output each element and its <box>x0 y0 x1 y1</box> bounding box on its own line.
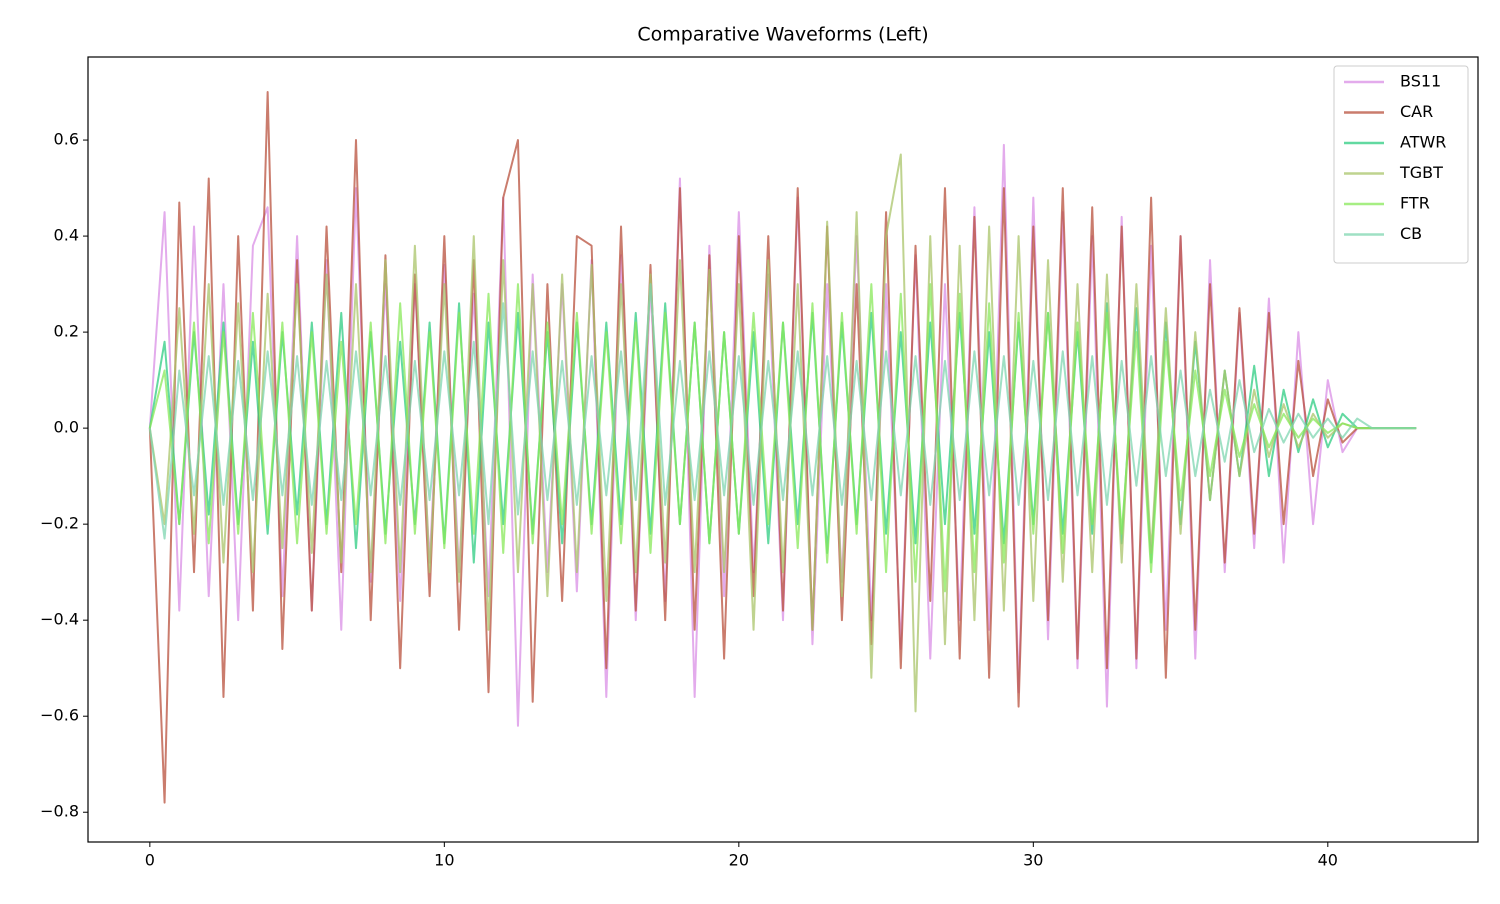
legend-label: CB <box>1400 224 1422 243</box>
legend-label: ATWR <box>1400 133 1446 152</box>
x-tick-label: 30 <box>1023 851 1043 870</box>
x-tick-label: 10 <box>434 851 454 870</box>
y-tick-label: −0.6 <box>40 706 79 725</box>
legend-label: BS11 <box>1400 72 1441 91</box>
y-tick-label: 0.4 <box>54 226 79 245</box>
chart-title: Comparative Waveforms (Left) <box>637 24 928 46</box>
y-tick-label: 0.6 <box>54 130 79 149</box>
series-line <box>148 143 1417 727</box>
y-tick-label: −0.2 <box>40 514 79 533</box>
x-tick-label: 20 <box>729 851 749 870</box>
legend-label: CAR <box>1400 102 1433 121</box>
legend-label: TGBT <box>1399 163 1443 182</box>
series-line <box>148 91 1417 804</box>
plot-frame <box>87 56 1479 843</box>
y-tick-label: −0.8 <box>40 802 79 821</box>
legend-box <box>1333 65 1469 264</box>
x-tick-label: 40 <box>1318 851 1338 870</box>
y-tick-label: 0.2 <box>54 322 79 341</box>
series-line <box>148 153 1417 713</box>
series-line <box>148 283 1417 593</box>
y-tick-label: −0.4 <box>40 610 79 629</box>
x-tick-label: 0 <box>145 851 155 870</box>
y-tick-label: 0.0 <box>54 418 79 437</box>
legend-label: FTR <box>1400 194 1430 213</box>
series-line <box>148 283 1417 540</box>
